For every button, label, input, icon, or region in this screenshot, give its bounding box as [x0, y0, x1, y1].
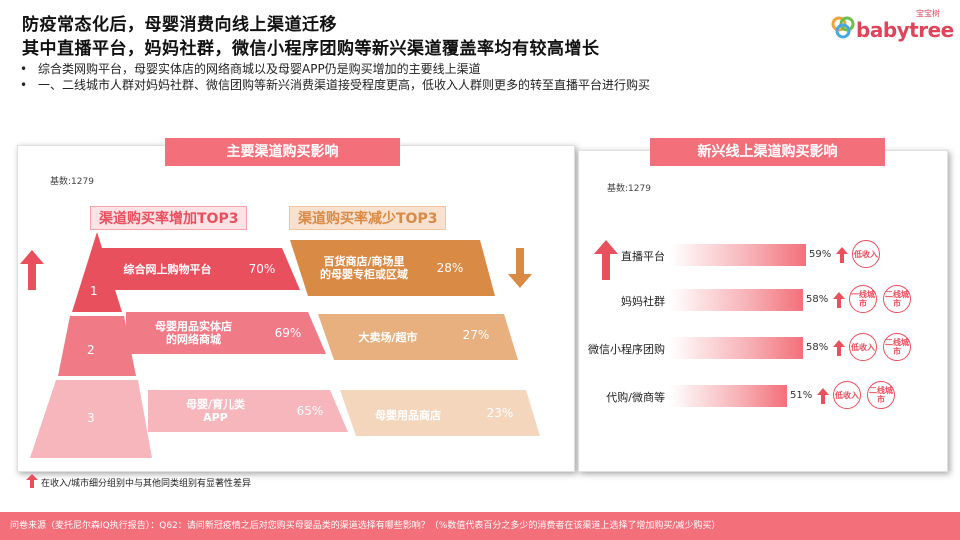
bar-value-label: 51%: [790, 390, 813, 401]
page-title-line1: 防疫常态化后，母婴消费向线上渠道迁移: [22, 15, 337, 35]
logo-mark-icon: [831, 16, 855, 39]
logo-main-text: babytree: [856, 18, 954, 42]
arrow-up-icon: [20, 250, 44, 290]
decrease-row-3-label: 母婴用品商店: [375, 408, 441, 422]
pyramid-graphic: 1 2 3: [30, 232, 152, 458]
logo-small-text: 宝宝树: [916, 9, 940, 18]
bar-label: 直播平台: [621, 250, 665, 263]
increase-row-3-pct: 65%: [296, 404, 324, 418]
decrease-row-1-shape: [290, 240, 495, 296]
increase-row-3: 母婴/育儿类 APP 65%: [148, 390, 348, 432]
right-base-count: 基数:1279: [607, 184, 651, 194]
footer-source: 问卷来源（麦托尼尔森IQ执行报告）：Q62：请问新冠疫情之后对您购买母婴品类的渠…: [0, 512, 960, 540]
bullet-1-text: 综合类网购平台，母婴实体店的网络商城以及母婴APP仍是购买增加的主要线上渠道: [38, 62, 481, 76]
decrease-row-3-shape: [340, 390, 540, 436]
bar-label: 妈妈社群: [621, 295, 665, 308]
segment-tag: 低收入: [833, 381, 861, 409]
pyramid-level-3-label: 3: [87, 411, 95, 425]
new-channel-panel: [578, 150, 948, 472]
arrow-down-icon: [508, 248, 532, 288]
increase-row-2-pct: 69%: [274, 326, 302, 340]
arrow-up-icon: [833, 340, 845, 356]
bullet-1: • 综合类网购平台，母婴实体店的网络商城以及母婴APP仍是购买增加的主要线上渠道: [20, 60, 481, 77]
decrease-row-1-label: 百货商店/商场里 的母婴专柜或区域: [320, 255, 408, 281]
arrow-up-icon: [594, 240, 618, 280]
decrease-row-1: 百货商店/商场里 的母婴专柜或区域 28%: [290, 240, 495, 296]
increase-row-3-shape: [148, 390, 348, 432]
bar: [670, 244, 806, 266]
significance-note: 在收入/城市细分组别中与其他同类组别有显著性差异: [41, 479, 252, 489]
bar: [670, 385, 787, 407]
bar: [670, 289, 803, 311]
decrease-row-1-pct: 28%: [436, 261, 464, 275]
arrow-up-icon: [836, 247, 848, 263]
left-base-count: 基数:1279: [50, 177, 94, 187]
arrow-up-icon: [817, 388, 829, 404]
bullet-marker: •: [20, 78, 28, 92]
bar-value-label: 58%: [806, 342, 829, 353]
pyramid-level-2-label: 2: [87, 343, 95, 357]
bar-label: 代购/微商等: [606, 391, 665, 404]
segment-tag: 二线城市: [883, 285, 911, 313]
bullet-marker: •: [20, 62, 28, 76]
segment-tag: 低收入: [852, 240, 880, 268]
new-channel-bar-chart: 直播平台 59% 低收入 妈妈社群 58% 一线城市 二线城市 微信小程序团购 58% 低收入 二线…: [545, 230, 945, 430]
segment-tag: 二线城市: [867, 381, 895, 409]
page-title-line2: 其中直播平台，妈妈社群，微信小程序团购等新兴渠道覆盖率均有较高增长: [22, 39, 600, 59]
increase-row-3-label: 母婴/育儿类 APP: [185, 398, 246, 424]
significance-arrow-icon: [26, 474, 38, 488]
increase-row-2-label: 母婴用品实体店 的网络商城: [155, 320, 232, 346]
decrease-row-2-pct: 27%: [462, 328, 490, 342]
increase-row-2-shape: [126, 312, 326, 354]
decrease-row-2-shape: [318, 314, 518, 360]
decrease-row-3-pct: 23%: [486, 406, 514, 420]
new-channel-title: 新兴线上渠道购买影响: [650, 138, 885, 166]
arrow-up-icon: [833, 292, 845, 308]
bar-label: 微信小程序团购: [588, 343, 665, 356]
increase-top3-title: 渠道购买率增加TOP3: [90, 206, 248, 230]
main-channel-title: 主要渠道购买影响: [165, 138, 400, 166]
pyramid-level-1-shape: [72, 232, 122, 312]
bullet-2: • 一、二线城市人群对妈妈社群、微信团购等新兴消费渠道接受程度更高，低收入人群则更…: [20, 76, 650, 93]
pyramid-level-1-label: 1: [90, 284, 98, 298]
pyramid-level-2-shape: [58, 316, 136, 376]
bar-value-label: 58%: [806, 294, 829, 305]
increase-row-1-pct: 70%: [248, 262, 276, 276]
segment-tag: 二线城市: [883, 333, 911, 361]
increase-row-1-label: 综合网上购物平台: [123, 262, 212, 276]
bullet-2-text: 一、二线城市人群对妈妈社群、微信团购等新兴消费渠道接受程度更高，低收入人群则更多…: [38, 78, 651, 92]
decrease-row-2: 大卖场/超市 27%: [318, 314, 518, 360]
increase-row-1-shape: [100, 248, 300, 290]
segment-tag: 低收入: [849, 333, 877, 361]
increase-row-2: 母婴用品实体店 的网络商城 69%: [126, 312, 326, 354]
bar: [670, 337, 803, 359]
decrease-top3-title: 渠道购买率减少TOP3: [289, 206, 447, 230]
increase-row-1: 综合网上购物平台 70%: [100, 248, 300, 290]
babytree-logo: 宝宝树 babytree: [828, 8, 954, 44]
decrease-row-2-label: 大卖场/超市: [358, 330, 418, 344]
segment-tag: 一线城市: [849, 285, 877, 313]
bar-value-label: 59%: [809, 249, 832, 260]
pyramid-level-3-shape: [30, 380, 152, 458]
decrease-row-3: 母婴用品商店 23%: [340, 390, 540, 436]
